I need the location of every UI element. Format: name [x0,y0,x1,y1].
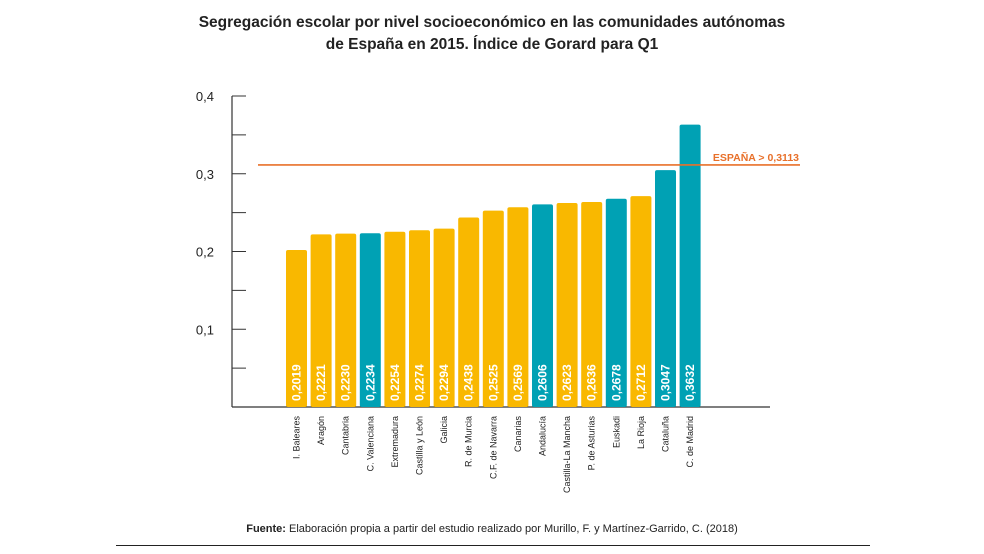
reference-line-label: ESPAÑA > 0,3113 [713,151,799,164]
bar [679,124,701,407]
y-tick-label: 0,4 [196,89,214,104]
chart-title-line-1: Segregación escolar por nivel socioeconó… [198,14,786,31]
x-category-label: La Rioja [636,416,646,449]
bar-value-label: 0,2254 [388,364,402,401]
x-category-label: Cataluña [661,416,671,452]
source-note: Fuente: Elaboración propia a partir del … [0,523,984,535]
chart-title-line-2: de España en 2015. Índice de Gorard para… [325,36,659,53]
x-category-label: C. Valenciana [365,416,375,471]
bar-value-label: 0,2019 [290,364,304,401]
bar [384,231,406,407]
bar [507,207,529,407]
bar [655,170,676,407]
bar-value-label: 0,2712 [634,364,648,401]
source-text: Elaboración propia a partir del estudio … [285,523,738,535]
source-prefix: Fuente: [246,523,286,535]
x-category-label: Euskadi [611,416,621,448]
x-category-label: I. Baleares [292,416,302,460]
bar [605,198,627,407]
chart-title: Segregación escolar por nivel socioeconó… [0,12,984,56]
bar [335,233,357,407]
x-category-label: P. de Asturias [587,416,597,471]
x-category-label: Aragón [316,416,326,445]
x-category-label: Andalucía [538,416,548,456]
bar-value-label: 0,3632 [683,364,697,401]
bar [286,250,307,407]
bar-value-label: 0,2606 [536,364,550,401]
x-category-label: Castilla y León [415,416,425,475]
bar-value-label: 0,2569 [511,364,525,401]
bar [532,204,553,407]
bar [310,234,332,407]
bar-value-label: 0,2525 [486,364,500,401]
bar-value-label: 0,2438 [462,364,476,401]
bar-value-label: 0,2294 [437,364,451,401]
bar-value-label: 0,3047 [659,364,673,401]
y-tick-label: 0,3 [196,167,214,182]
bar [409,230,430,407]
y-tick-label: 0,2 [196,245,214,260]
x-category-label: Extremadura [390,416,400,468]
bar-value-label: 0,2230 [339,364,353,401]
bar [482,210,504,407]
x-category-label: C.F. de Navarra [488,416,498,479]
y-tick-label: 0,1 [196,322,214,337]
bar [359,233,381,407]
bar [630,196,652,407]
bar-value-label: 0,2234 [363,364,377,401]
bar-value-label: 0,2274 [413,364,427,401]
bar [433,228,455,407]
bottom-rule [116,545,870,546]
bar [556,203,578,407]
bar [581,202,603,407]
x-category-label: Canarias [513,416,523,453]
x-category-label: Castilla-La Mancha [562,416,572,493]
bar-value-label: 0,2221 [314,364,328,401]
bar-value-label: 0,2623 [560,364,574,401]
x-category-label: Galicia [439,416,449,444]
x-category-label: Cantabria [341,416,351,455]
bar-value-label: 0,2636 [585,364,599,401]
x-category-label: C. de Madrid [685,416,695,468]
x-category-label: R. de Murcia [464,416,474,467]
bar [458,217,480,407]
bar-value-label: 0,2678 [609,364,623,401]
